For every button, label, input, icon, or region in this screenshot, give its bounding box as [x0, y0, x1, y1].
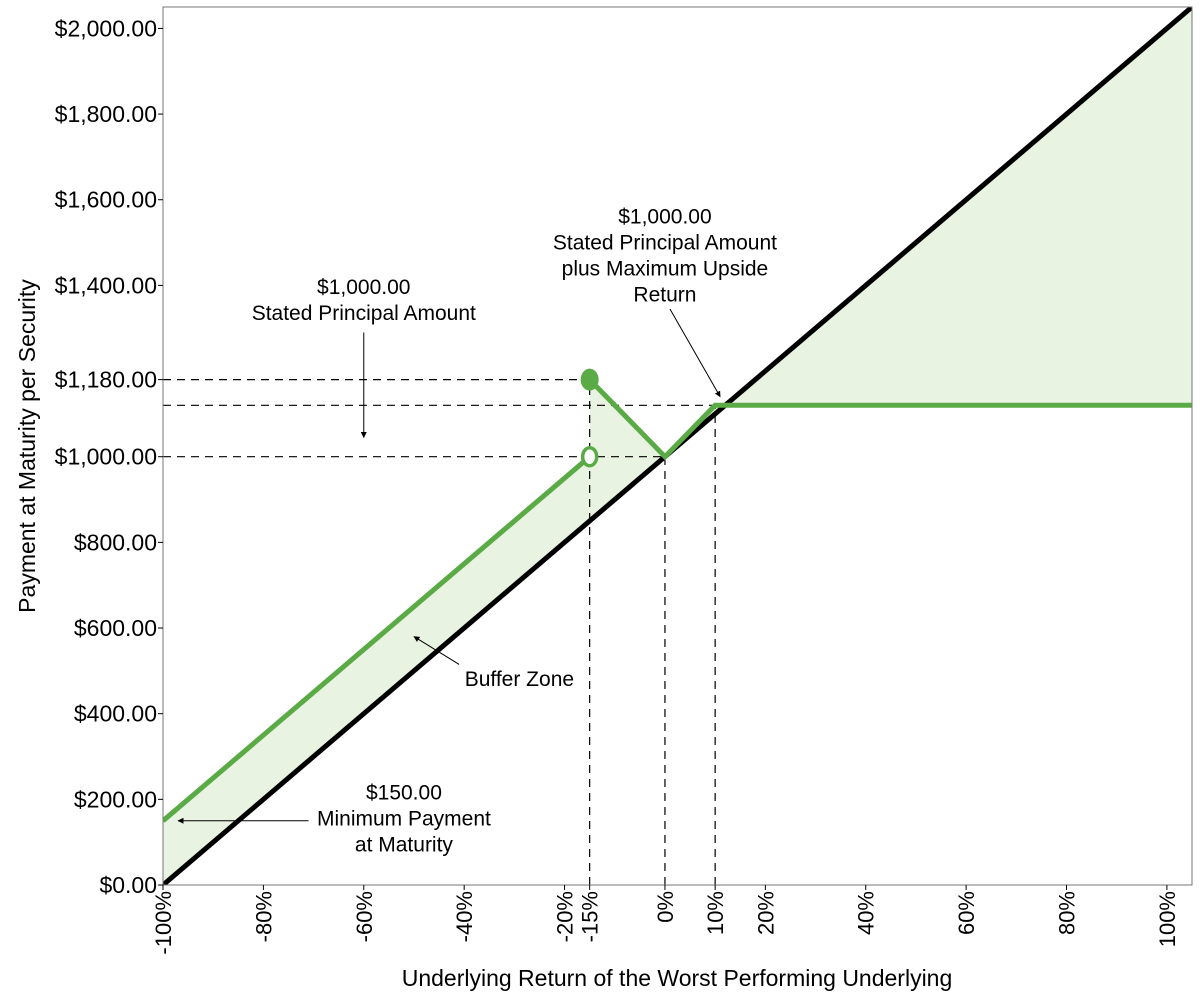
- y-tick-label: $800.00: [74, 529, 157, 555]
- annotation-text-4: $150.00 Minimum Payment at Maturity: [317, 781, 491, 856]
- payoff-line-segment-2: [587, 377, 1192, 461]
- x-tick-label: 100%: [1155, 891, 1180, 947]
- annotation-line: $150.00: [366, 781, 442, 804]
- x-tick-label: -100%: [151, 891, 176, 955]
- y-tick-label: $600.00: [74, 615, 157, 641]
- annotation-text-1: $1,000.00 Stated Principal Amount: [252, 276, 476, 325]
- x-tick-label: -60%: [352, 891, 377, 942]
- y-tick-label: $400.00: [74, 701, 157, 727]
- annotation-layer: $1,000.00 Stated Principal Amount$1,000.0…: [177, 205, 777, 856]
- y-tick-label: $1,600.00: [55, 187, 157, 213]
- annotation-line: Minimum Payment: [317, 807, 491, 830]
- y-tick-label: $1,180.00: [55, 367, 157, 393]
- x-tick-label: 0%: [653, 891, 678, 923]
- x-tick-label: 20%: [753, 891, 778, 935]
- annotation-line: Buffer Zone: [465, 668, 574, 691]
- payoff-open-marker: [580, 445, 599, 468]
- y-tick-label: $2,000.00: [55, 15, 157, 41]
- annotation-arrow-3: [413, 636, 460, 665]
- annotation-line: Return: [633, 283, 696, 306]
- annotation-text-2: $1,000.00 Stated Principal Amount plus Max…: [553, 205, 777, 306]
- y-axis-label: Payment at Maturity per Security: [14, 279, 40, 613]
- y-tick-label: $1,800.00: [55, 101, 157, 127]
- series-layer: [163, 7, 1192, 885]
- annotation-line: at Maturity: [355, 833, 454, 856]
- y-tick-label: $1,400.00: [55, 272, 157, 298]
- marker-layer: [580, 368, 599, 468]
- annotation-line: $1,000.00: [317, 276, 410, 299]
- x-tick-label: 60%: [954, 891, 979, 935]
- y-tick-label: $1,000.00: [55, 444, 157, 470]
- x-tick-label: 80%: [1055, 891, 1080, 935]
- annotation-line: Stated Principal Amount: [553, 231, 777, 254]
- y-axis-ticks: $0.00 $200.00 $400.00 $600.00 $800.00 $1,000.…: [55, 15, 163, 898]
- x-tick-label: 10%: [703, 891, 728, 935]
- annotation-line: Stated Principal Amount: [252, 302, 476, 325]
- payoff-line-segment-1: [163, 454, 592, 823]
- x-tick-label: -40%: [452, 891, 477, 942]
- y-tick-label: $0.00: [99, 872, 157, 898]
- annotation-line: $1,000.00: [618, 205, 711, 228]
- annotation-text-3: Buffer Zone: [465, 668, 574, 691]
- payoff-filled-marker: [580, 368, 599, 391]
- x-tick-label: -15%: [578, 891, 603, 942]
- reference-lines: [163, 379, 716, 885]
- y-tick-label: $200.00: [74, 786, 157, 812]
- x-tick-label: 40%: [854, 891, 879, 935]
- x-axis-ticks: -100% -80% -60% -40% -20% -15% 0% 10% 20% 40% 60% 8…: [151, 885, 1180, 955]
- x-axis-label: Underlying Return of the Worst Performin…: [402, 965, 953, 991]
- x-tick-label: -20%: [553, 891, 578, 942]
- x-tick-label: -80%: [251, 891, 276, 942]
- annotation-arrow-2: [669, 308, 721, 398]
- annotation-line: plus Maximum Upside: [562, 257, 769, 280]
- plot-frame: [162, 6, 1193, 886]
